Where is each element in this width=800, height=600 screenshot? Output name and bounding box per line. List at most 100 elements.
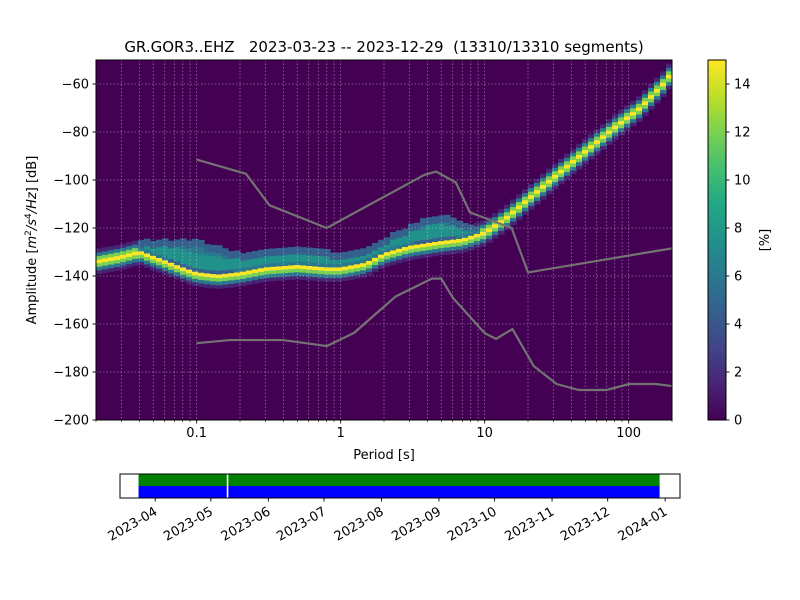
density-cell bbox=[300, 265, 307, 270]
colorbar-tick-label: 14 bbox=[734, 78, 751, 93]
density-cell bbox=[576, 151, 583, 156]
density-cell bbox=[420, 246, 427, 251]
density-cell bbox=[192, 246, 199, 251]
density-cell bbox=[210, 262, 217, 267]
density-cell bbox=[144, 242, 151, 247]
density-cell bbox=[96, 262, 103, 267]
density-cell bbox=[318, 259, 325, 264]
density-cell bbox=[660, 93, 667, 98]
density-cell bbox=[162, 259, 169, 264]
density-cell bbox=[534, 200, 541, 205]
density-cell bbox=[210, 273, 217, 278]
date-tick-label: 2023-06 bbox=[219, 504, 274, 544]
density-cell bbox=[282, 261, 289, 266]
density-cell bbox=[432, 223, 439, 228]
y-tick-label: −120 bbox=[53, 222, 89, 237]
density-cell bbox=[504, 226, 511, 231]
density-cell bbox=[342, 273, 349, 278]
density-cell bbox=[474, 229, 481, 234]
density-cell bbox=[288, 254, 295, 259]
density-cell bbox=[210, 248, 217, 253]
density-cell bbox=[462, 248, 469, 253]
density-cell bbox=[102, 250, 109, 255]
density-cell bbox=[102, 261, 109, 266]
density-cell bbox=[108, 260, 115, 265]
density-cell bbox=[474, 244, 481, 249]
density-cell bbox=[216, 284, 223, 289]
density-cell bbox=[288, 268, 295, 273]
density-cell bbox=[342, 262, 349, 267]
density-cell bbox=[612, 125, 619, 130]
density-cell bbox=[102, 268, 109, 273]
density-cell bbox=[414, 255, 421, 260]
density-cell bbox=[276, 269, 283, 274]
density-cell bbox=[234, 264, 241, 269]
density-cell bbox=[372, 264, 379, 269]
density-cell bbox=[420, 243, 427, 248]
density-cell bbox=[312, 248, 319, 253]
density-cell bbox=[186, 243, 193, 248]
density-cell bbox=[210, 277, 217, 282]
density-cell bbox=[360, 273, 367, 278]
density-cell bbox=[276, 258, 283, 263]
density-cell bbox=[360, 248, 367, 253]
density-cell bbox=[636, 114, 643, 119]
density-cell bbox=[450, 239, 457, 244]
density-cell bbox=[228, 251, 235, 256]
density-cell bbox=[450, 221, 457, 226]
density-cell bbox=[336, 277, 343, 282]
density-cell bbox=[408, 248, 415, 253]
density-cell bbox=[624, 123, 631, 128]
density-cell bbox=[300, 275, 307, 280]
density-cell bbox=[360, 262, 367, 267]
density-cell bbox=[378, 247, 385, 251]
density-cell bbox=[522, 189, 529, 194]
density-cell bbox=[144, 260, 151, 265]
density-cell bbox=[168, 269, 175, 274]
density-cell bbox=[354, 267, 361, 272]
date-tick-label: 2023-04 bbox=[106, 504, 161, 544]
density-cell bbox=[444, 247, 451, 252]
density-cell bbox=[570, 159, 577, 164]
density-cell bbox=[666, 67, 672, 72]
noise-model-nhnm bbox=[196, 158, 672, 274]
density-cell bbox=[378, 239, 385, 244]
density-cell bbox=[174, 253, 181, 258]
density-cell bbox=[480, 224, 487, 229]
density-cell bbox=[570, 155, 577, 160]
density-cell bbox=[642, 104, 649, 109]
density-cell bbox=[510, 206, 517, 211]
density-cell bbox=[624, 112, 631, 117]
density-cell bbox=[408, 252, 415, 257]
density-cell bbox=[186, 258, 193, 263]
density-cell bbox=[432, 237, 439, 242]
density-cell bbox=[516, 197, 523, 202]
density-cell bbox=[180, 245, 187, 250]
density-cell bbox=[174, 257, 181, 262]
density-cell bbox=[366, 264, 373, 269]
density-cell bbox=[324, 270, 331, 275]
density-cell bbox=[534, 193, 541, 198]
density-cell bbox=[204, 276, 211, 281]
density-cell bbox=[510, 217, 517, 222]
density-cell bbox=[504, 219, 511, 224]
density-cell bbox=[300, 254, 307, 259]
density-cell bbox=[432, 227, 439, 232]
density-cell bbox=[486, 235, 493, 240]
density-cell bbox=[114, 263, 121, 268]
density-cell bbox=[648, 105, 655, 110]
density-cell bbox=[204, 251, 211, 256]
density-cell bbox=[420, 228, 427, 233]
density-cell bbox=[426, 253, 433, 258]
density-cell bbox=[120, 247, 127, 252]
density-cell bbox=[198, 279, 205, 284]
density-cell bbox=[594, 136, 601, 141]
density-cell bbox=[558, 176, 565, 181]
density-cell bbox=[648, 94, 655, 99]
density-cell bbox=[624, 105, 631, 110]
density-cell bbox=[450, 250, 457, 255]
density-cell bbox=[546, 186, 553, 191]
density-cell bbox=[576, 165, 583, 170]
density-cell bbox=[390, 246, 397, 251]
noise-model-nlnm bbox=[196, 277, 672, 392]
